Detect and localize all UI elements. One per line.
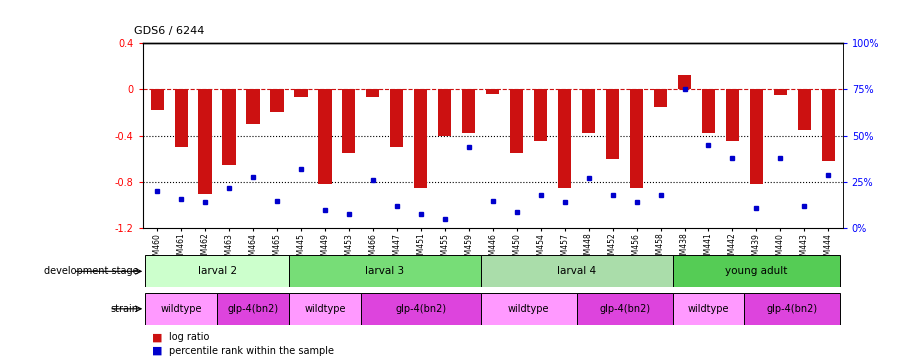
Text: ■: ■ xyxy=(152,332,162,342)
Bar xyxy=(343,89,356,153)
Bar xyxy=(289,255,481,287)
Bar xyxy=(798,89,811,130)
Bar xyxy=(146,255,289,287)
Text: larval 3: larval 3 xyxy=(366,266,404,276)
Bar xyxy=(672,293,744,325)
Bar xyxy=(391,89,403,147)
Bar xyxy=(577,293,672,325)
Bar xyxy=(672,255,840,287)
Text: log ratio: log ratio xyxy=(169,332,209,342)
Bar xyxy=(630,89,643,188)
Text: glp-4(bn2): glp-4(bn2) xyxy=(227,304,278,314)
Text: larval 4: larval 4 xyxy=(557,266,596,276)
Text: percentile rank within the sample: percentile rank within the sample xyxy=(169,346,333,356)
Bar xyxy=(582,89,595,134)
Bar xyxy=(150,89,164,110)
Text: GDS6 / 6244: GDS6 / 6244 xyxy=(134,26,204,36)
Bar xyxy=(414,89,427,188)
Text: ■: ■ xyxy=(152,346,162,356)
Bar xyxy=(744,293,840,325)
Bar xyxy=(223,89,236,165)
Bar xyxy=(199,89,212,193)
Text: young adult: young adult xyxy=(725,266,787,276)
Bar xyxy=(247,89,260,124)
Bar xyxy=(146,293,217,325)
Bar xyxy=(271,89,284,112)
Bar xyxy=(481,293,577,325)
Bar xyxy=(367,89,379,97)
Text: wildtype: wildtype xyxy=(508,304,550,314)
Bar xyxy=(438,89,451,136)
Bar xyxy=(481,255,672,287)
Bar xyxy=(678,75,691,89)
Bar xyxy=(534,89,547,141)
Bar xyxy=(510,89,523,153)
Bar xyxy=(486,89,499,94)
Text: strain: strain xyxy=(111,304,138,314)
Text: larval 2: larval 2 xyxy=(197,266,237,276)
Bar xyxy=(174,89,188,147)
Bar xyxy=(361,293,481,325)
Text: glp-4(bn2): glp-4(bn2) xyxy=(599,304,650,314)
Bar xyxy=(750,89,763,185)
Bar xyxy=(702,89,715,134)
Bar xyxy=(558,89,571,188)
Bar xyxy=(217,293,289,325)
Text: wildtype: wildtype xyxy=(304,304,345,314)
Bar xyxy=(289,293,361,325)
Text: wildtype: wildtype xyxy=(688,304,729,314)
Bar xyxy=(295,89,308,97)
Bar xyxy=(319,89,332,185)
Bar xyxy=(606,89,619,159)
Text: glp-4(bn2): glp-4(bn2) xyxy=(767,304,818,314)
Bar xyxy=(822,89,835,161)
Text: glp-4(bn2): glp-4(bn2) xyxy=(395,304,447,314)
Bar xyxy=(654,89,667,107)
Bar xyxy=(726,89,739,141)
Bar xyxy=(774,89,787,95)
Bar xyxy=(462,89,475,134)
Text: development stage: development stage xyxy=(43,266,138,276)
Text: wildtype: wildtype xyxy=(160,304,202,314)
